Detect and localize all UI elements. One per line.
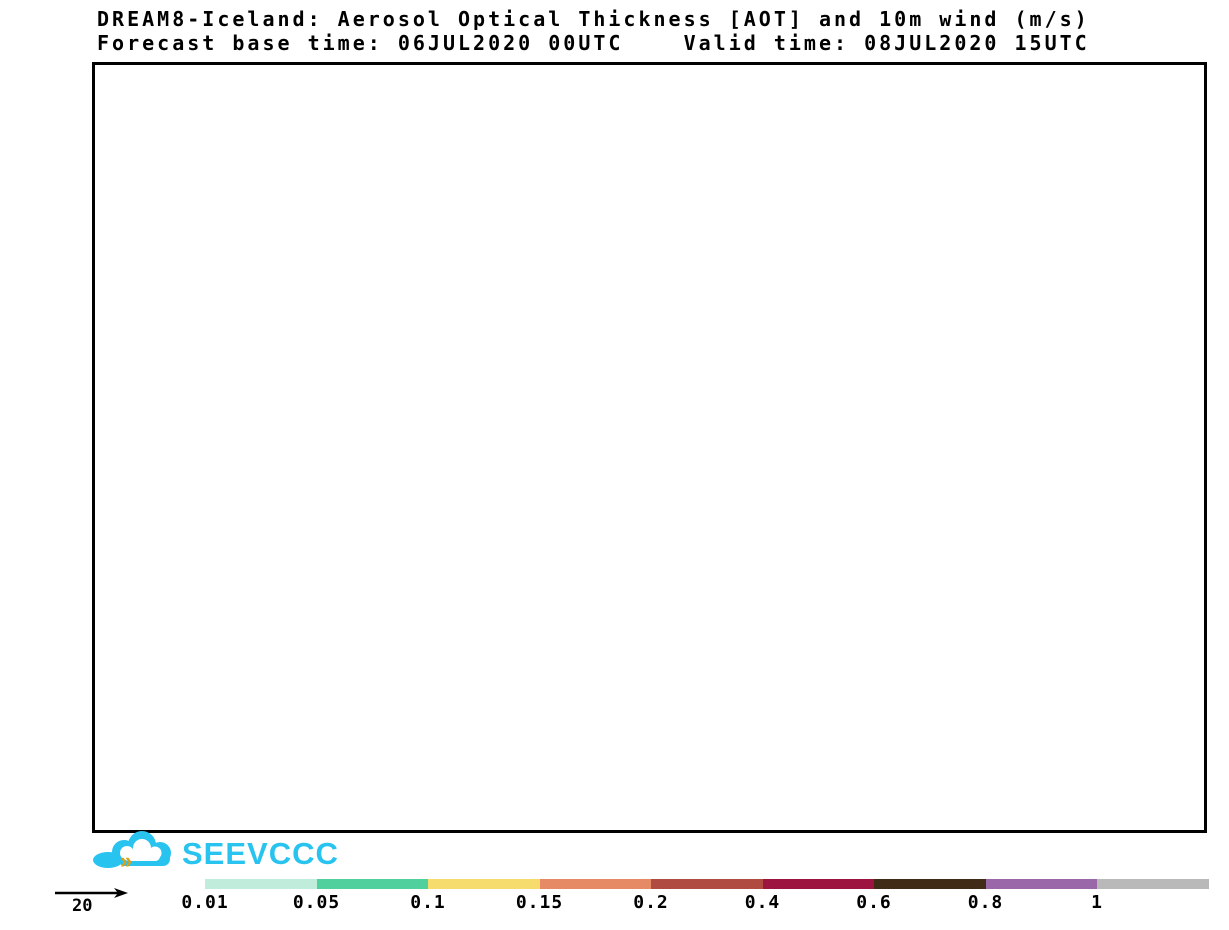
svg-text:»: »: [120, 848, 132, 873]
seevccc-logo: » SEEVCCC: [90, 831, 410, 877]
plot-title-line1: DREAM8-Iceland: Aerosol Optical Thicknes…: [97, 7, 1090, 31]
colorbar-tick-label: 0.2: [633, 892, 669, 913]
wind-scale-arrow: [55, 888, 128, 898]
colorbar-segment-0.4: [762, 879, 874, 889]
colorbar-segment-0.2: [651, 879, 763, 889]
colorbar-tick-label: 0.01: [181, 892, 229, 913]
colorbar-segment-0.1: [428, 879, 540, 889]
colorbar-segment-0.01: [205, 879, 317, 889]
colorbar-tick-label: 0.1: [410, 892, 446, 913]
seevccc-wordmark: SEEVCCC: [182, 836, 339, 871]
colorbar-tick-label: 0.15: [515, 892, 564, 913]
colorbar-segment-0.8: [985, 879, 1097, 889]
wind-scale-label: 20: [72, 896, 93, 916]
colorbar-tick-label: 0.4: [744, 892, 781, 913]
seevccc-cloud-icon: »: [93, 831, 171, 873]
colorbar-tick-label: 0.6: [856, 892, 892, 913]
plot-title-line2: Forecast base time: 06JUL2020 00UTC Vali…: [97, 31, 1090, 55]
colorbar-tick-label: 0.8: [967, 892, 1004, 913]
colorbar-segment-0.05: [316, 879, 428, 889]
colorbar-segment-0.6: [874, 879, 986, 889]
colorbar-tick-label: 1: [1091, 892, 1103, 913]
map-frame: [92, 62, 1207, 833]
colorbar-tick-label: 0.05: [292, 892, 341, 913]
colorbar-segment-1: [1097, 879, 1209, 889]
colorbar-segment-0.15: [539, 879, 651, 889]
